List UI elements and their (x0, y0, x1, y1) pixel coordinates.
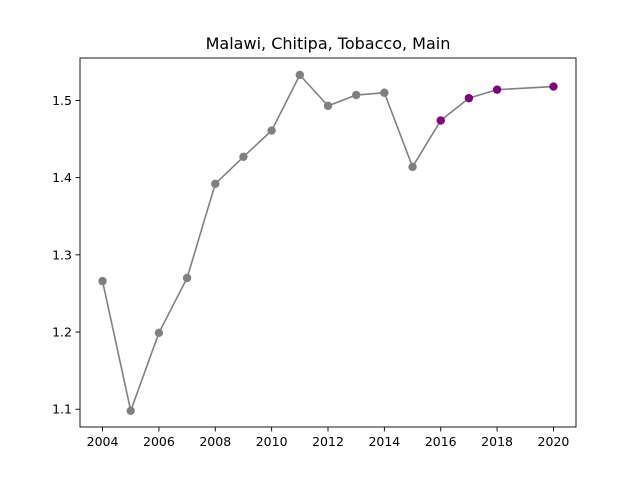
x-tick-label: 2018 (481, 434, 513, 449)
data-point (267, 126, 276, 135)
x-tick-label: 2014 (368, 434, 400, 449)
data-point (464, 93, 474, 103)
data-point (239, 152, 248, 162)
y-tick-label: 1.3 (52, 247, 72, 262)
data-point (323, 101, 333, 111)
data-point (182, 273, 192, 283)
x-tick-label: 2020 (538, 434, 570, 449)
y-tick-label: 1.2 (52, 325, 72, 340)
data-point (408, 162, 417, 172)
x-tick-label: 2004 (87, 434, 119, 449)
data-point (211, 179, 220, 189)
x-tick-label: 2016 (425, 434, 457, 449)
data-point (549, 82, 558, 91)
data-point (98, 276, 107, 286)
y-tick-label: 1.4 (52, 170, 72, 185)
data-point (492, 85, 502, 94)
data-point (380, 88, 389, 97)
y-tick-label: 1.5 (52, 93, 72, 108)
axes-frame (79, 57, 577, 428)
data-point (154, 328, 164, 338)
data-point (436, 116, 445, 125)
data-point (126, 406, 135, 415)
data-point (351, 90, 361, 100)
x-tick-label: 2008 (199, 434, 231, 449)
chart-title: Malawi, Chitipa, Tobacco, Main (206, 34, 451, 53)
plot-area: 2004 2006 2008 2010 2012 2014 2016 2018 2020 1.1 1… (52, 57, 577, 449)
data-point (295, 70, 305, 80)
y-tick-label: 1.1 (52, 402, 72, 417)
x-tick-label: 2010 (256, 434, 288, 449)
x-tick-label: 2006 (143, 434, 175, 449)
x-tick-label: 2012 (312, 434, 344, 449)
series-line (101, 74, 554, 412)
